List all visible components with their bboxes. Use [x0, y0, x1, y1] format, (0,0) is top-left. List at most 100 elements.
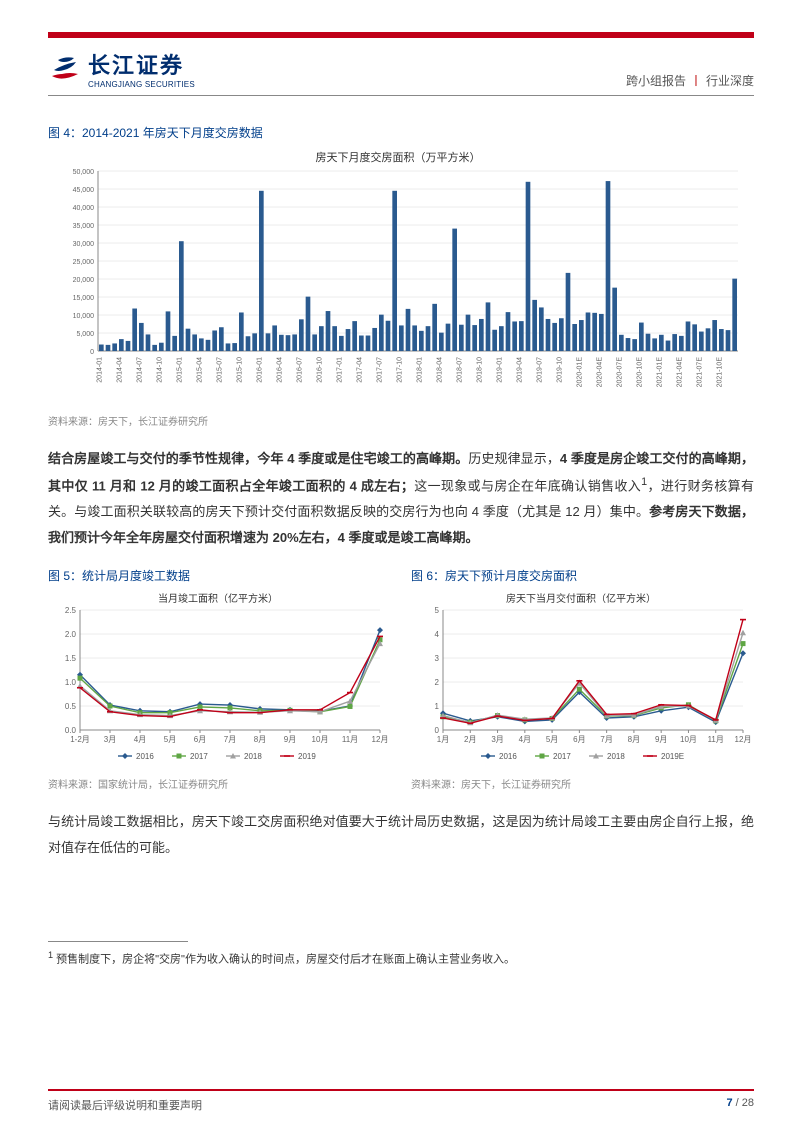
svg-text:1月: 1月	[437, 735, 449, 744]
svg-text:12月: 12月	[735, 735, 751, 744]
svg-text:7月: 7月	[224, 735, 236, 744]
svg-text:0: 0	[90, 349, 94, 356]
svg-text:0.5: 0.5	[65, 702, 77, 711]
svg-text:2020-04E: 2020-04E	[596, 357, 603, 388]
svg-text:2015-10: 2015-10	[236, 357, 243, 383]
logo: 长江证券 CHANGJIANG SECURITIES	[48, 48, 195, 89]
footer: 请阅读最后评级说明和重要声明 7 / 28	[48, 1089, 754, 1113]
svg-text:9月: 9月	[284, 735, 296, 744]
svg-text:2019: 2019	[298, 752, 316, 761]
svg-text:11月: 11月	[342, 735, 358, 744]
svg-text:2016: 2016	[136, 752, 154, 761]
svg-text:10,000: 10,000	[73, 313, 95, 320]
svg-text:2014-01: 2014-01	[96, 357, 103, 383]
svg-text:40,000: 40,000	[73, 205, 95, 212]
svg-text:3月: 3月	[491, 735, 503, 744]
svg-text:20,000: 20,000	[73, 277, 95, 284]
fig6-source: 资料来源：房天下，长江证券研究所	[411, 776, 754, 791]
header-sep: 丨	[690, 74, 702, 88]
p1-t1: 历史规律显示，	[468, 451, 560, 466]
svg-text:2018: 2018	[607, 752, 625, 761]
svg-text:当月竣工面积（亿平方米）: 当月竣工面积（亿平方米）	[158, 592, 278, 605]
svg-text:2018-10: 2018-10	[476, 357, 483, 383]
svg-text:25,000: 25,000	[73, 259, 95, 266]
svg-text:房天下当月交付面积（亿平方米）: 房天下当月交付面积（亿平方米）	[506, 592, 656, 605]
svg-text:2019E: 2019E	[661, 752, 684, 761]
svg-text:2016-01: 2016-01	[256, 357, 263, 383]
svg-text:2015-07: 2015-07	[216, 357, 223, 383]
svg-text:2月: 2月	[464, 735, 476, 744]
p1-b1: 结合房屋竣工与交付的季节性规律，今年 4 季度或是住宅竣工的高峰期。	[48, 451, 468, 466]
svg-text:2021-01E: 2021-01E	[656, 357, 663, 388]
svg-text:5月: 5月	[164, 735, 176, 744]
page-total: 28	[742, 1097, 754, 1109]
svg-text:12月: 12月	[372, 735, 388, 744]
svg-text:2018-07: 2018-07	[456, 357, 463, 383]
svg-text:3月: 3月	[104, 735, 116, 744]
footer-left: 请阅读最后评级说明和重要声明	[48, 1097, 202, 1113]
fig5-source: 资料来源：国家统计局，长江证券研究所	[48, 776, 391, 791]
svg-text:3: 3	[435, 654, 440, 663]
svg-text:6月: 6月	[194, 735, 206, 744]
svg-text:50,000: 50,000	[73, 169, 95, 176]
svg-text:1-2月: 1-2月	[70, 735, 90, 744]
svg-text:2.0: 2.0	[65, 630, 77, 639]
svg-text:10月: 10月	[680, 735, 697, 744]
logo-en: CHANGJIANG SECURITIES	[88, 80, 195, 89]
svg-text:2021-10E: 2021-10E	[716, 357, 723, 388]
svg-text:30,000: 30,000	[73, 241, 95, 248]
svg-text:2020-01E: 2020-01E	[576, 357, 583, 388]
svg-text:11月: 11月	[708, 735, 724, 744]
fig5-title: 图 5：统计局月度竣工数据	[48, 567, 391, 584]
svg-text:房天下月度交房面积（万平方米）: 房天下月度交房面积（万平方米）	[316, 150, 481, 164]
svg-text:2016-07: 2016-07	[296, 357, 303, 383]
svg-text:2020-10E: 2020-10E	[636, 357, 643, 388]
svg-text:9月: 9月	[655, 735, 667, 744]
svg-text:2014-07: 2014-07	[136, 357, 143, 383]
svg-text:2017: 2017	[190, 752, 208, 761]
svg-text:2021-07E: 2021-07E	[696, 357, 703, 388]
svg-text:2019-01: 2019-01	[496, 357, 503, 383]
svg-text:5,000: 5,000	[76, 331, 94, 338]
svg-text:6月: 6月	[573, 735, 585, 744]
svg-text:2019-04: 2019-04	[516, 357, 523, 383]
header-right: 跨小组报告丨行业深度	[626, 72, 754, 89]
logo-cn: 长江证券	[88, 48, 195, 80]
fig4-title: 图 4：2014-2021 年房天下月度交房数据	[48, 124, 754, 141]
para1: 结合房屋竣工与交付的季节性规律，今年 4 季度或是住宅竣工的高峰期。历史规律显示…	[48, 446, 754, 551]
header: 长江证券 CHANGJIANG SECURITIES 跨小组报告丨行业深度	[48, 48, 754, 96]
svg-text:10月: 10月	[312, 735, 329, 744]
header-sub: 行业深度	[706, 74, 754, 88]
svg-text:35,000: 35,000	[73, 223, 95, 230]
p1-t2: 这一现象或与房企在年底确认销售收入	[414, 478, 641, 493]
svg-text:4: 4	[435, 630, 440, 639]
footnote-rule	[48, 941, 188, 942]
svg-text:7月: 7月	[600, 735, 612, 744]
svg-text:2016-10: 2016-10	[316, 357, 323, 383]
svg-text:0.0: 0.0	[65, 726, 77, 735]
svg-text:2017: 2017	[553, 752, 571, 761]
fig4-source: 资料来源：房天下，长江证券研究所	[48, 413, 754, 428]
fig5-chart: 当月竣工面积（亿平方米） 0.0 0.5 1.0 1.5 2.0 2.5 1-2月 3月 4月 5月…	[48, 590, 391, 770]
svg-text:2015-04: 2015-04	[196, 357, 203, 383]
page-number: 7 / 28	[726, 1097, 754, 1113]
svg-text:15,000: 15,000	[73, 295, 95, 302]
svg-text:2014-10: 2014-10	[156, 357, 163, 383]
svg-text:8月: 8月	[628, 735, 640, 744]
page-sep: /	[733, 1097, 742, 1109]
svg-text:4月: 4月	[519, 735, 531, 744]
svg-text:8月: 8月	[254, 735, 266, 744]
svg-text:2017-10: 2017-10	[396, 357, 403, 383]
svg-text:4月: 4月	[134, 735, 146, 744]
svg-text:2019-10: 2019-10	[556, 357, 563, 383]
svg-text:2016-04: 2016-04	[276, 357, 283, 383]
svg-text:2021-04E: 2021-04E	[676, 357, 683, 388]
svg-text:2.5: 2.5	[65, 606, 77, 615]
svg-text:2018-01: 2018-01	[416, 357, 423, 383]
svg-text:2017-04: 2017-04	[356, 357, 363, 383]
svg-text:45,000: 45,000	[73, 187, 95, 194]
footnote: 1 预售制度下，房企将"交房"作为收入确认的时间点，房屋交付后才在账面上确认主营…	[48, 948, 754, 969]
svg-text:2016: 2016	[499, 752, 517, 761]
svg-text:1.0: 1.0	[65, 678, 77, 687]
svg-text:1.5: 1.5	[65, 654, 77, 663]
